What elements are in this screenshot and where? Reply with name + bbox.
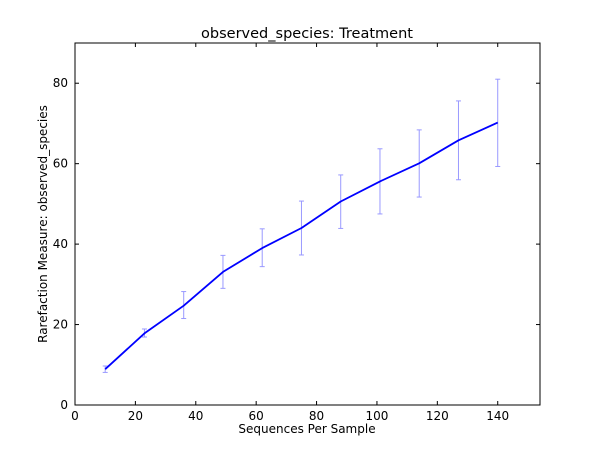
y-axis-label: Rarefaction Measure: observed_species xyxy=(36,105,50,343)
x-tick-label: 120 xyxy=(426,409,449,423)
x-tick-label: 20 xyxy=(128,409,143,423)
y-tick-label: 40 xyxy=(53,237,68,251)
y-tick-label: 0 xyxy=(60,398,68,412)
series-line xyxy=(104,121,499,370)
chart-title: observed_species: Treatment xyxy=(201,26,413,42)
x-tick-label: 100 xyxy=(365,409,388,423)
x-axis-label: Sequences Per Sample xyxy=(238,422,375,436)
plot-area: 0 20 40 60 80 100 120 140 0 20 40 60 80 xyxy=(53,43,540,423)
x-tick-label: 0 xyxy=(71,409,79,423)
y-tick-label: 80 xyxy=(53,76,68,90)
x-tick-label: 140 xyxy=(486,409,509,423)
y-tick-label: 60 xyxy=(53,157,68,171)
plot-frame xyxy=(74,42,541,406)
x-tick-label: 40 xyxy=(188,409,203,423)
x-tick-label: 80 xyxy=(309,409,324,423)
y-tick-label: 20 xyxy=(53,318,68,332)
x-tick-label: 60 xyxy=(249,409,264,423)
